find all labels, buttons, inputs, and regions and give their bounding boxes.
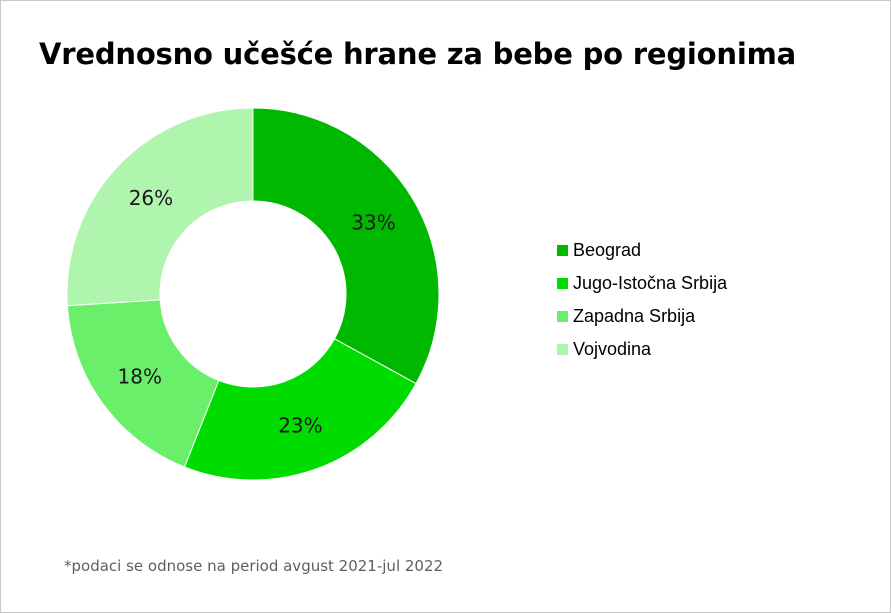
legend-label: Beograd: [573, 240, 642, 260]
slice-vojvodina: [66, 107, 254, 307]
legend-label: Vojvodina: [573, 339, 652, 359]
legend-item: Zapadna Srbija: [557, 300, 727, 333]
slice-zapadna-srbija: [66, 299, 220, 468]
data-label: 23%: [278, 414, 322, 438]
chart-title: Vrednosno učešće hrane za bebe po region…: [39, 37, 796, 71]
legend-item: Vojvodina: [557, 333, 727, 366]
legend-swatch: [557, 344, 568, 355]
data-label: 33%: [351, 211, 395, 235]
legend-swatch: [557, 278, 568, 289]
data-label: 18%: [118, 364, 162, 388]
legend-label: Jugo-Istočna Srbija: [573, 273, 728, 293]
legend-item: Beograd: [557, 234, 727, 267]
data-label: 26%: [129, 186, 173, 210]
legend-swatch: [557, 311, 568, 322]
footnote: *podaci se odnose na period avgust 2021-…: [64, 557, 444, 575]
slice-jugo-isto-na-srbija: [183, 338, 417, 481]
legend-label: Zapadna Srbija: [573, 306, 696, 326]
slice-beograd: [252, 107, 440, 385]
legend-swatch: [557, 245, 568, 256]
legend: Beograd Jugo-Istočna Srbija Zapadna Srbija…: [557, 234, 727, 366]
legend-item: Jugo-Istočna Srbija: [557, 267, 727, 300]
